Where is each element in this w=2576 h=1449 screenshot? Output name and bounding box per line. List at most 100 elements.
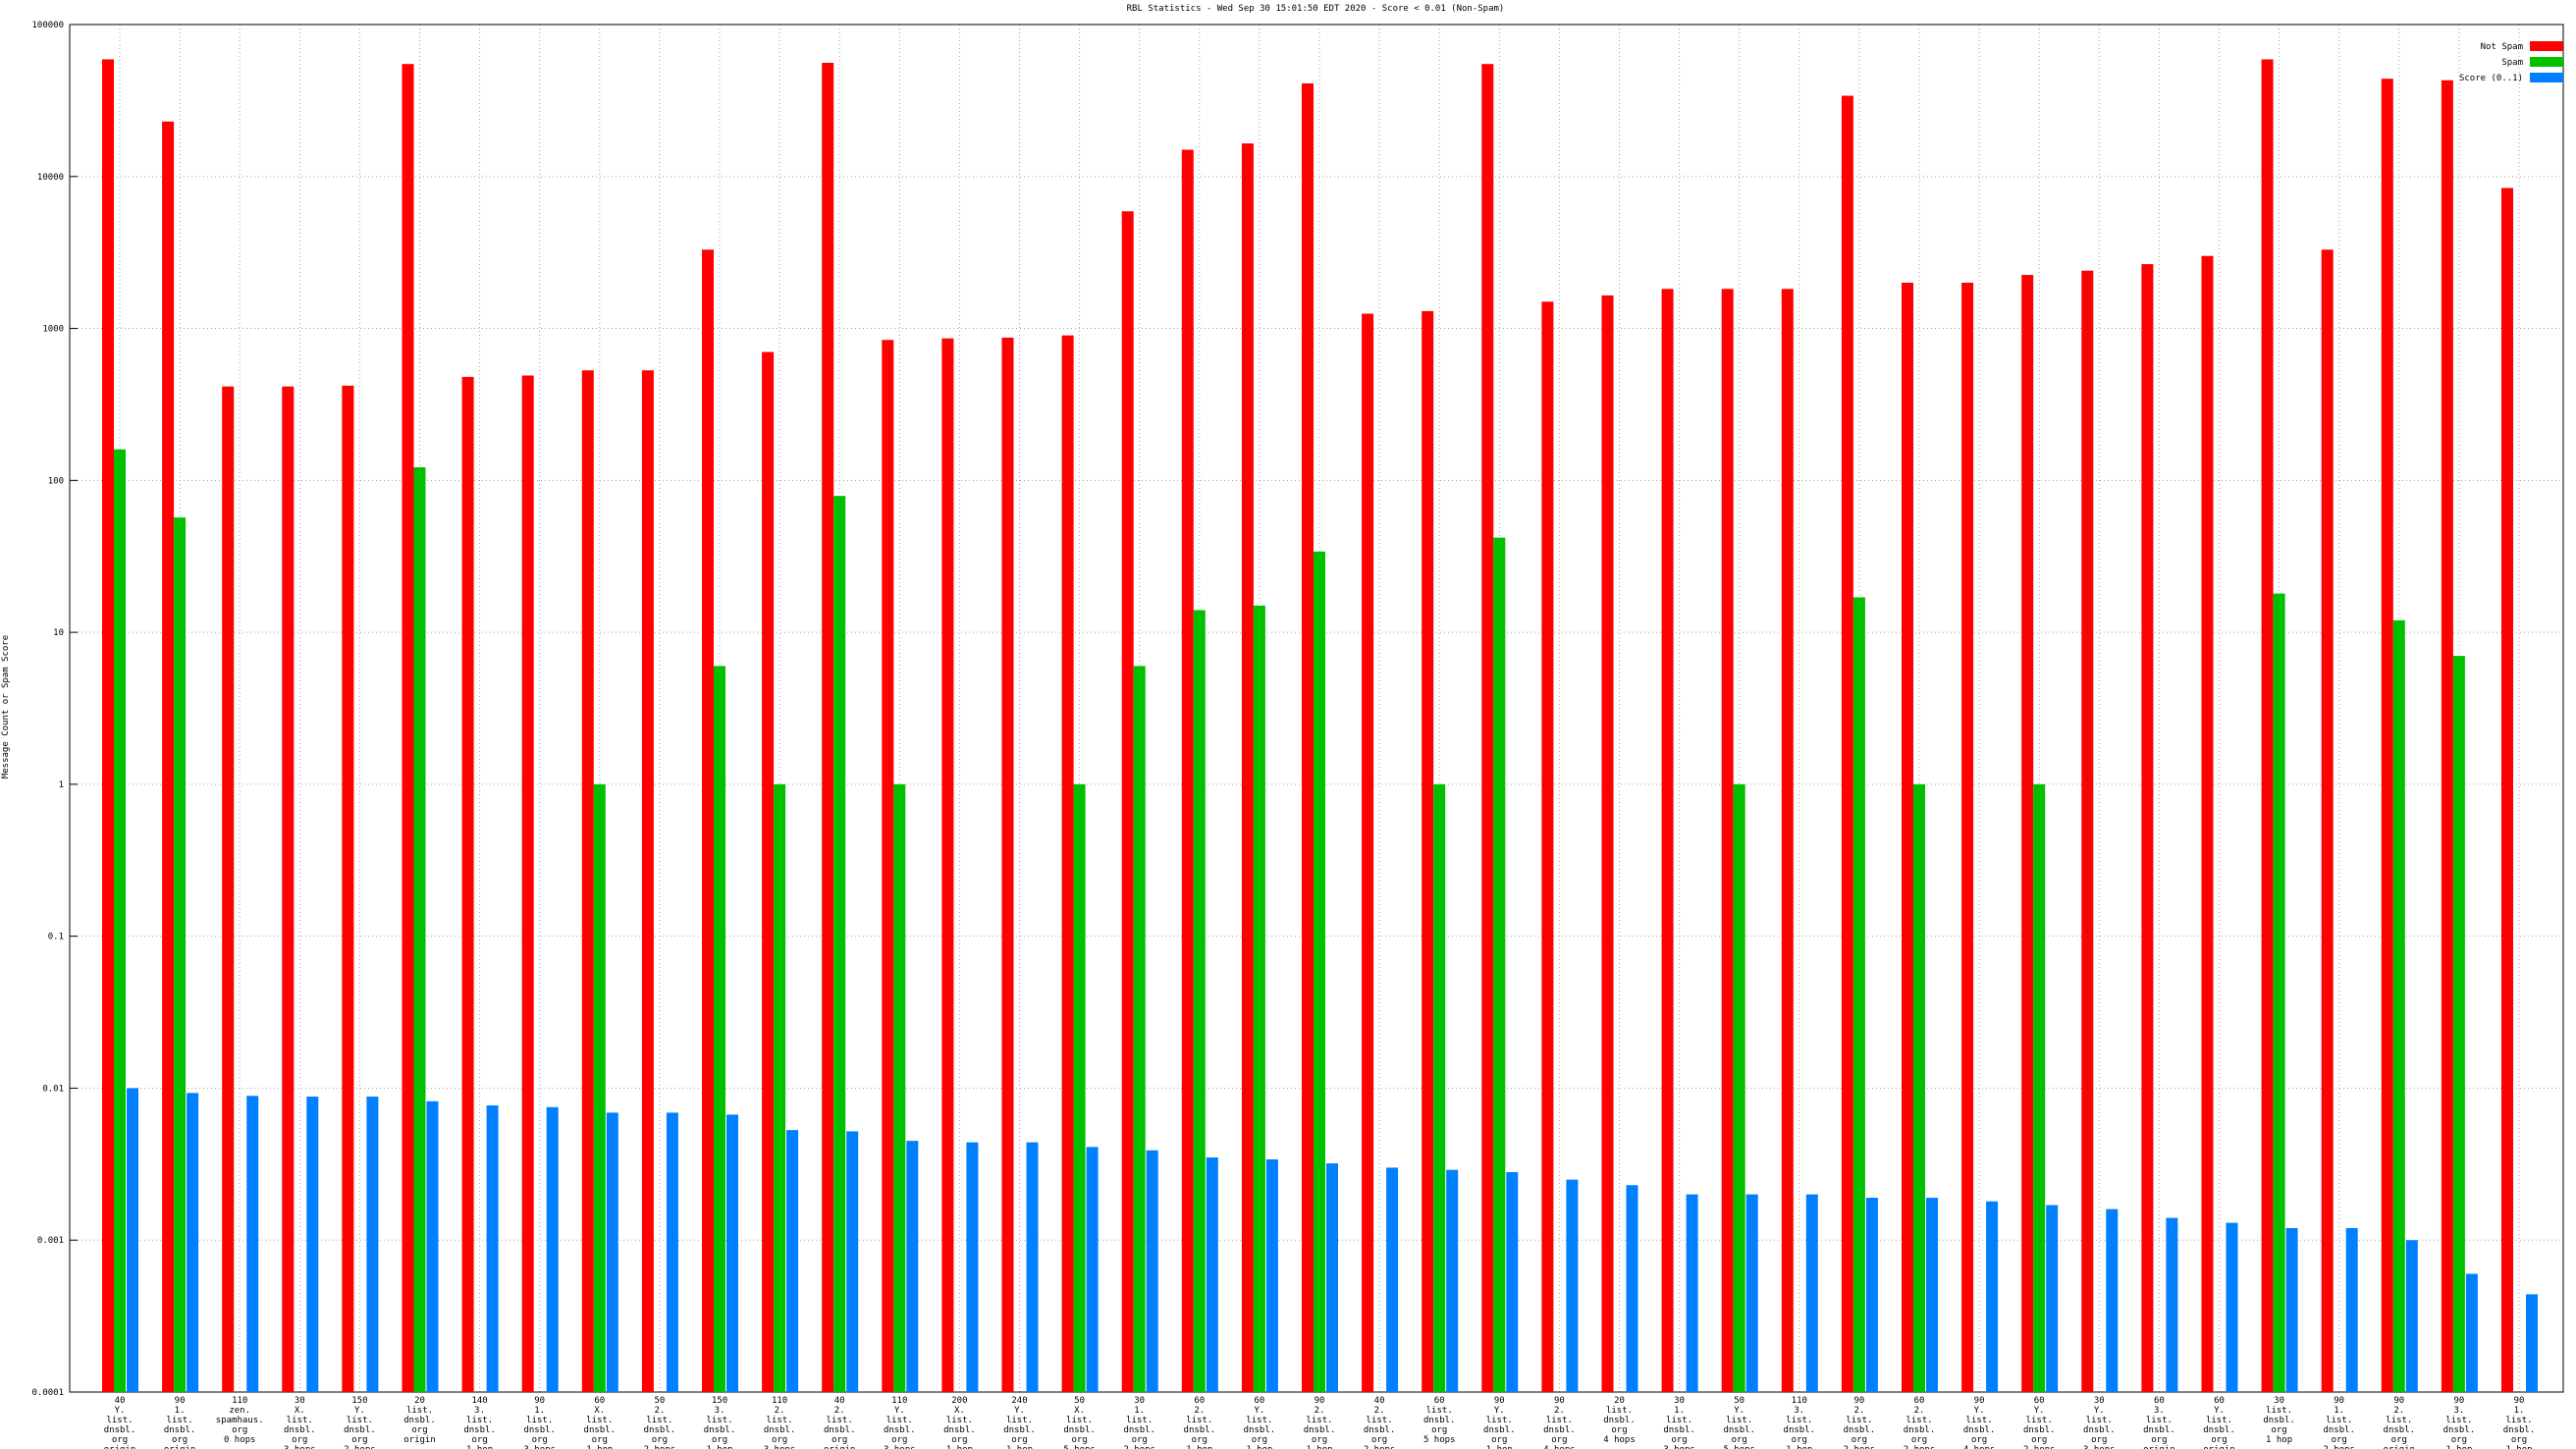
x-tick-label: 110 (1792, 1396, 1807, 1406)
x-tick-label: origin (403, 1435, 436, 1445)
x-tick-label: dnsbl. (2083, 1425, 2116, 1435)
x-tick-label: Y. (354, 1406, 365, 1416)
x-tick-label: 60 (2154, 1396, 2165, 1406)
bar (2273, 593, 2285, 1392)
x-tick-label: 1 hop (1186, 1445, 1212, 1449)
x-tick-label: list. (347, 1416, 373, 1425)
bar (702, 249, 714, 1392)
bar (1446, 1169, 1459, 1392)
x-tick-label: list. (646, 1416, 672, 1425)
bar (2452, 656, 2465, 1392)
x-tick-label: 3 hops (1663, 1445, 1695, 1449)
bar (162, 121, 175, 1393)
bar (1626, 1185, 1638, 1392)
x-tick-label: 3. (474, 1406, 485, 1416)
x-tick-label: list. (1126, 1416, 1153, 1425)
y-axis-label: Message Count or Spam Score (1, 635, 11, 778)
bar (1086, 1147, 1099, 1392)
x-tick-label: org (652, 1435, 668, 1445)
x-tick-label: org (1132, 1435, 1148, 1445)
bar (1913, 783, 1925, 1392)
x-tick-label: 1 hop (1786, 1445, 1812, 1449)
x-tick-label: dnsbl. (403, 1416, 436, 1425)
x-tick-label: org (532, 1435, 548, 1445)
bar (726, 1114, 738, 1392)
bar (833, 496, 846, 1393)
x-tick-label: org (112, 1435, 128, 1445)
x-tick-label: org (891, 1435, 907, 1445)
x-tick-label: 2. (2393, 1406, 2404, 1416)
x-tick-label: spamhaus. (216, 1416, 264, 1425)
x-tick-label: 3. (1794, 1406, 1804, 1416)
bar (966, 1142, 979, 1392)
x-tick-label: 3 hops (523, 1445, 556, 1449)
bar (1721, 289, 1734, 1393)
x-tick-label: 5 hops (1063, 1445, 1096, 1449)
bar (546, 1106, 559, 1392)
x-tick-label: 60 (2214, 1396, 2225, 1406)
x-tick-label: list. (2266, 1406, 2292, 1416)
x-tick-label: 50 (1734, 1396, 1744, 1406)
bar (1805, 1194, 1818, 1392)
x-tick-label: Y. (115, 1406, 126, 1416)
x-tick-label: dnsbl. (2023, 1425, 2056, 1435)
x-tick-label: org (2391, 1435, 2407, 1445)
x-tick-label: list. (2026, 1416, 2053, 1425)
x-tick-label: dnsbl. (1423, 1416, 1456, 1425)
x-tick-label: 110 (891, 1396, 907, 1406)
x-tick-label: 140 (471, 1396, 487, 1406)
x-tick-label: dnsbl. (2503, 1425, 2536, 1435)
x-tick-label: Y. (1734, 1406, 1744, 1416)
bar (461, 376, 474, 1392)
x-tick-label: org (2271, 1425, 2286, 1435)
x-tick-label: dnsbl. (1304, 1425, 1336, 1435)
x-tick-label: 3. (2453, 1406, 2464, 1416)
x-tick-label: origin (2143, 1445, 2175, 1449)
bar (127, 1088, 138, 1392)
bar (1073, 783, 1086, 1392)
x-tick-label: 30 (295, 1396, 305, 1406)
x-tick-label: 1. (2334, 1406, 2344, 1416)
bar (593, 783, 606, 1392)
bar (1493, 537, 1506, 1392)
x-tick-label: 30 (1674, 1396, 1685, 1406)
x-tick-label: dnsbl. (1123, 1425, 1155, 1435)
x-tick-label: org (1971, 1435, 1987, 1445)
x-tick-label: list. (2386, 1416, 2412, 1425)
x-tick-label: 2 hops (1904, 1445, 1936, 1449)
x-tick-label: list. (1846, 1416, 1872, 1425)
x-tick-label: dnsbl. (943, 1425, 976, 1435)
x-tick-label: Y. (1494, 1406, 1505, 1416)
x-tick-label: 4 hops (1543, 1445, 1576, 1449)
x-tick-label: list. (2505, 1416, 2532, 1425)
x-tick-label: 4 hops (1963, 1445, 1996, 1449)
x-tick-label: dnsbl. (1723, 1425, 1755, 1435)
bar (2226, 1222, 2238, 1392)
x-tick-label: 2. (654, 1406, 665, 1416)
x-tick-label: org (712, 1435, 727, 1445)
bar (426, 1100, 439, 1392)
x-tick-label: 0 hops (224, 1435, 256, 1445)
x-tick-label: list. (1306, 1416, 1332, 1425)
x-tick-label: origin (164, 1445, 196, 1449)
bar (187, 1093, 199, 1392)
x-tick-label: list. (827, 1416, 853, 1425)
x-tick-label: origin (824, 1445, 856, 1449)
x-tick-label: org (1671, 1435, 1687, 1445)
x-tick-label: 2 hops (2323, 1445, 2355, 1449)
x-tick-label: dnsbl. (1663, 1425, 1695, 1435)
x-tick-label: list. (586, 1416, 613, 1425)
x-tick-label: list. (2326, 1416, 2352, 1425)
bar (1001, 337, 1014, 1392)
x-tick-label: 30 (2094, 1396, 2105, 1406)
x-tick-label: 2. (1194, 1406, 1205, 1416)
x-tick-label: 3. (2154, 1406, 2165, 1416)
x-tick-label: dnsbl. (2203, 1425, 2235, 1435)
x-tick-label: org (2091, 1435, 2107, 1445)
x-tick-label: 1 hop (1486, 1445, 1513, 1449)
x-tick-label: 30 (2274, 1396, 2284, 1406)
x-tick-label: list. (1726, 1416, 1752, 1425)
x-tick-label: list. (2445, 1416, 2472, 1425)
bar (1541, 301, 1554, 1392)
